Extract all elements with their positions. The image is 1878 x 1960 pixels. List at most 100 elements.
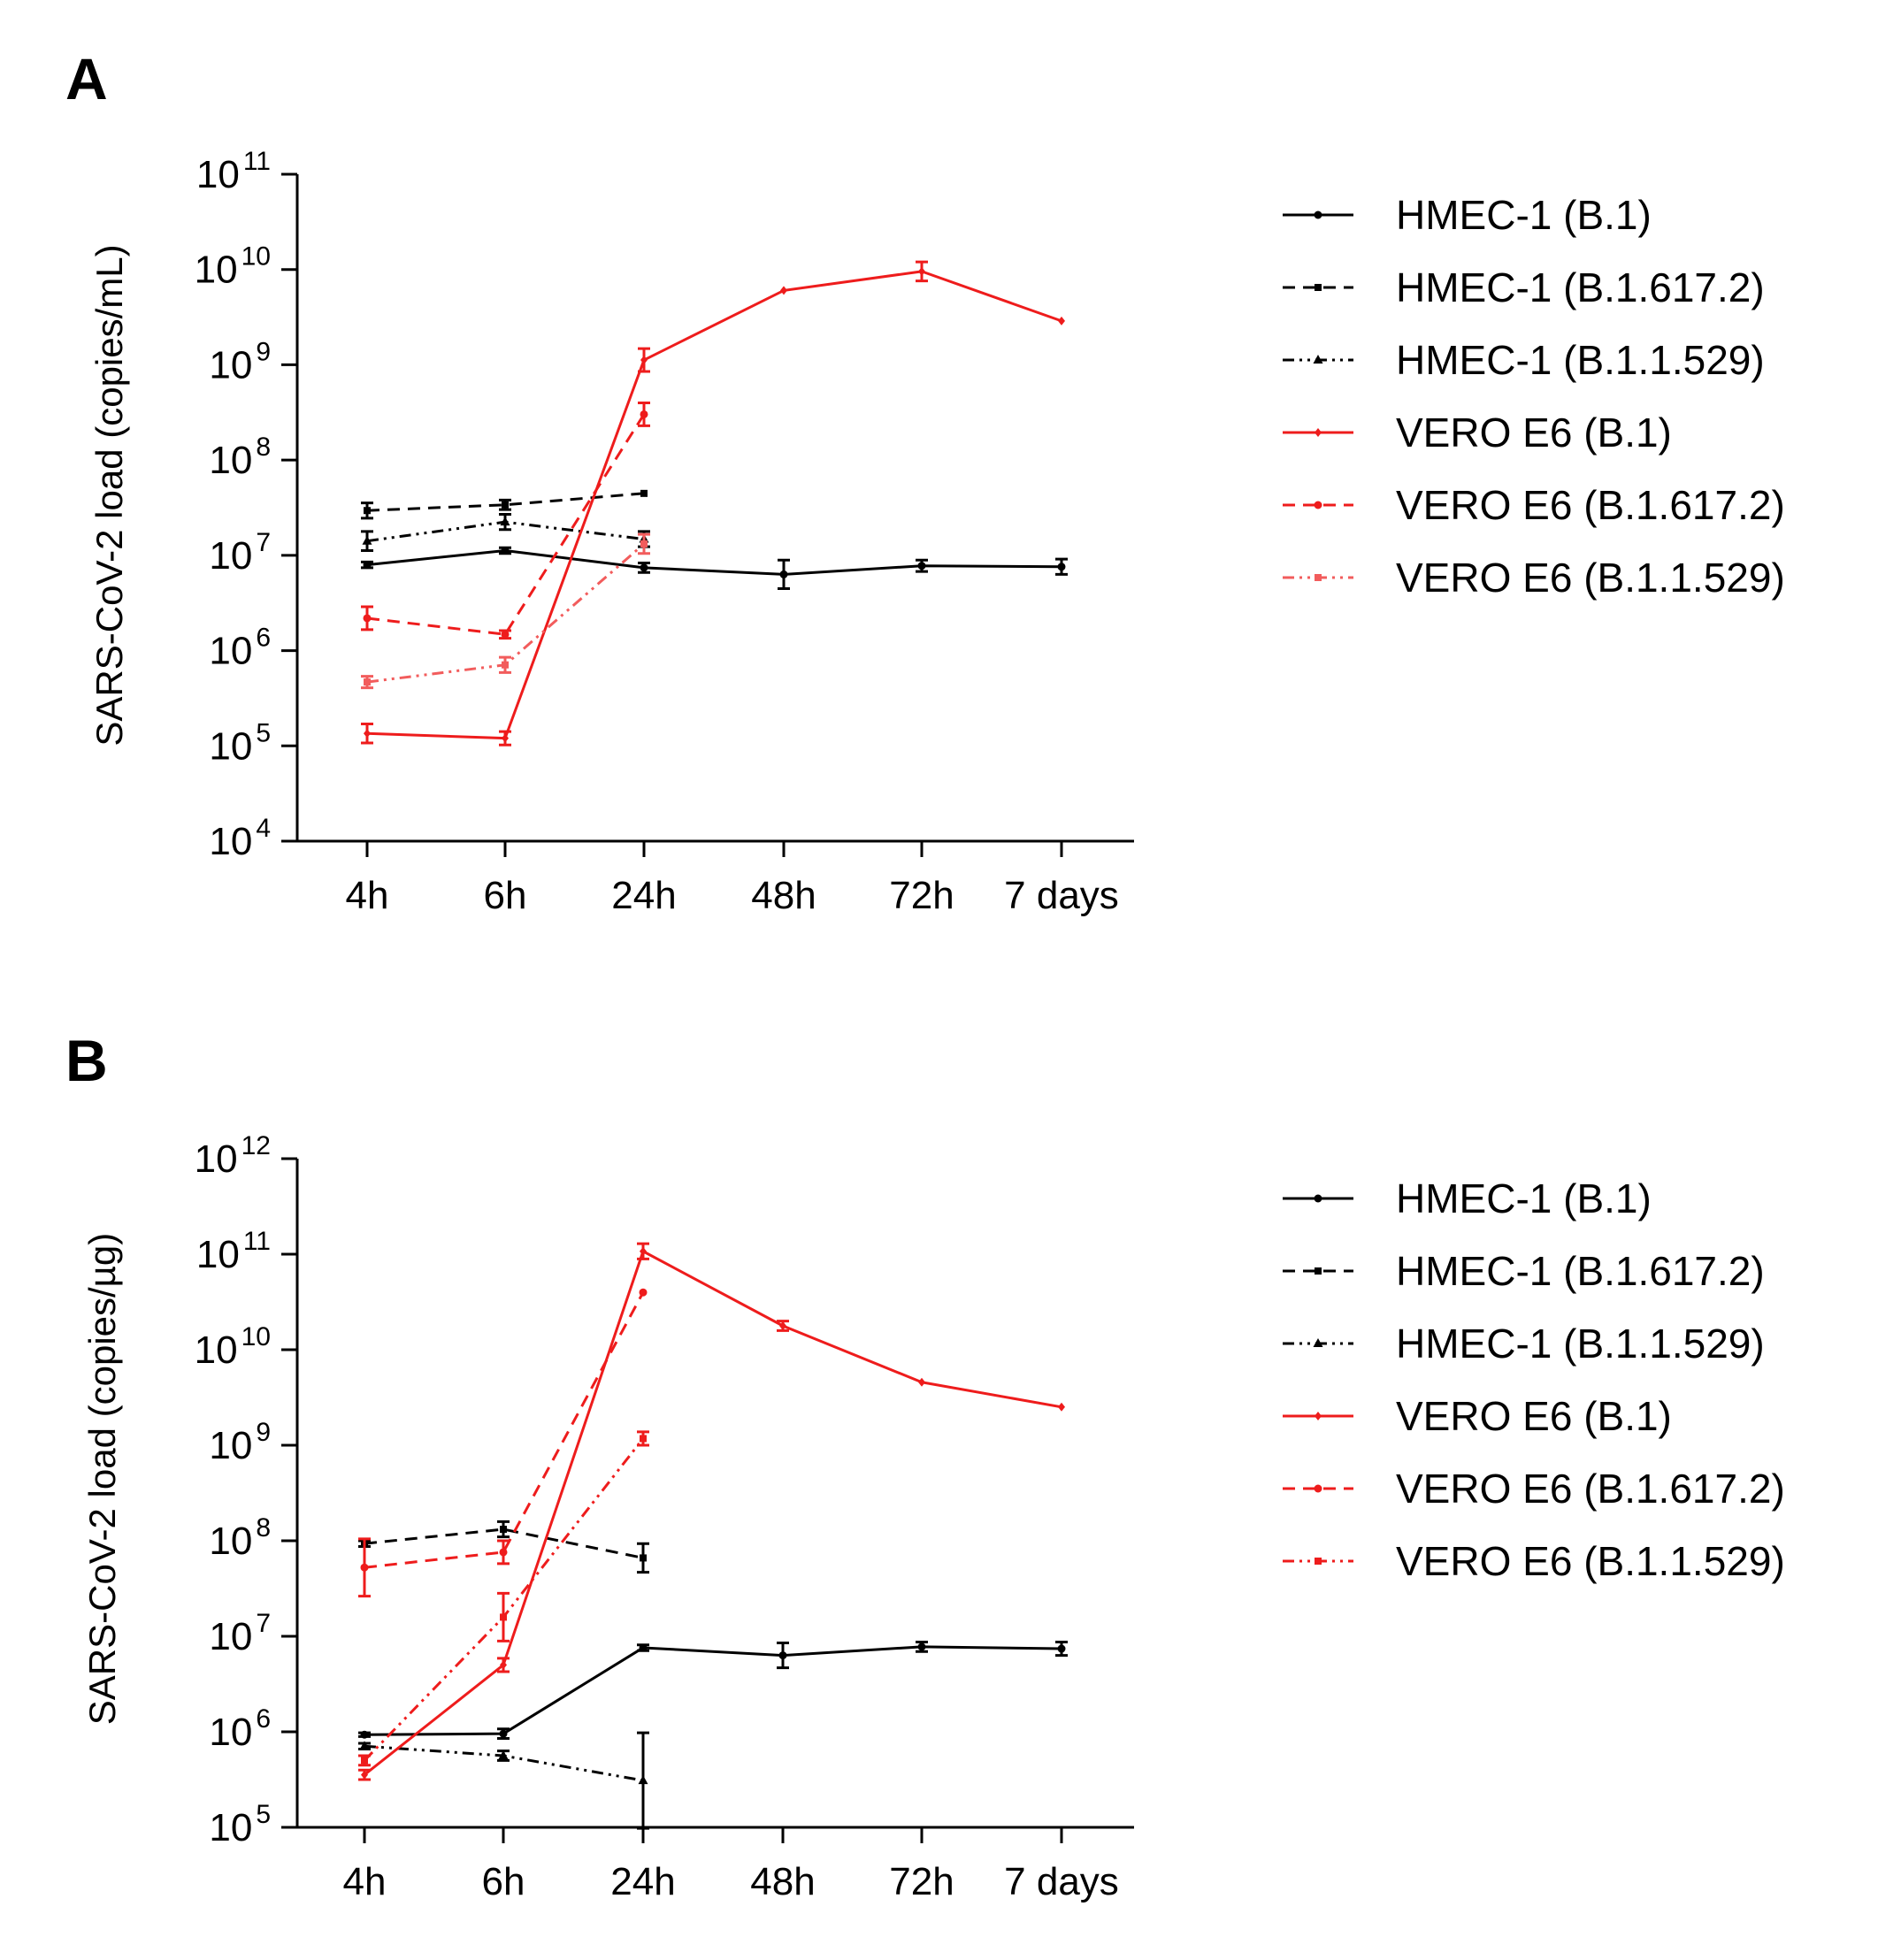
data-point bbox=[500, 1613, 507, 1621]
legend-marker bbox=[1315, 574, 1322, 581]
series-0 bbox=[361, 546, 1068, 591]
series-3 bbox=[358, 1242, 1065, 1781]
y-tick-label: 10 9 bbox=[209, 1418, 271, 1467]
legend-entry: HMEC-1 (B.1) bbox=[1283, 192, 1652, 238]
y-tick-exponent: 9 bbox=[256, 337, 271, 366]
data-point bbox=[640, 410, 648, 418]
legend-label: HMEC-1 (B.1.617.2) bbox=[1396, 1248, 1765, 1294]
y-tick-label: 10 5 bbox=[209, 718, 271, 768]
series-2 bbox=[361, 513, 650, 552]
data-point bbox=[364, 678, 371, 686]
panel-a-y-axis-title: SARS-CoV-2 load (copies/mL) bbox=[88, 244, 130, 746]
panel-b: B SARS-CoV-2 load (copies/µg) 10 510 610 71… bbox=[65, 1028, 1785, 1903]
legend-label: VERO E6 (B.1.1.529) bbox=[1396, 1538, 1785, 1584]
x-tick-label: 6h bbox=[482, 1860, 525, 1903]
y-tick-label: 10 6 bbox=[209, 624, 271, 673]
series-0 bbox=[358, 1640, 1068, 1741]
series-line bbox=[366, 548, 1062, 576]
y-tick-base: 10 bbox=[195, 1328, 238, 1372]
legend-entry: VERO E6 (B.1) bbox=[1283, 410, 1672, 456]
y-tick-base: 10 bbox=[209, 630, 252, 673]
legend-marker bbox=[1314, 211, 1322, 219]
data-point bbox=[500, 517, 510, 526]
y-tick-exponent: 12 bbox=[241, 1131, 271, 1160]
legend-label: VERO E6 (B.1.617.2) bbox=[1396, 482, 1785, 528]
y-tick-base: 10 bbox=[209, 1615, 252, 1658]
panel-b-y-axis-title: SARS-CoV-2 load (copies/µg) bbox=[81, 1233, 123, 1725]
legend-entry: HMEC-1 (B.1.1.529) bbox=[1283, 1321, 1765, 1367]
y-tick-base: 10 bbox=[209, 820, 252, 863]
series-line bbox=[364, 1250, 1062, 1776]
y-tick-label: 10 12 bbox=[195, 1131, 271, 1181]
y-tick-base: 10 bbox=[195, 1137, 238, 1181]
data-point bbox=[640, 356, 648, 365]
x-tick-label: 7 days bbox=[1004, 874, 1119, 917]
x-tick-label: 4h bbox=[346, 874, 389, 917]
x-tick-label: 72h bbox=[889, 1860, 954, 1903]
y-tick-label: 10 11 bbox=[196, 1227, 271, 1276]
series-1 bbox=[361, 489, 648, 520]
y-tick-exponent: 11 bbox=[243, 1227, 271, 1256]
data-point bbox=[638, 1775, 648, 1785]
series-5 bbox=[361, 532, 650, 690]
data-point bbox=[778, 1651, 787, 1660]
x-tick-label: 6h bbox=[484, 874, 527, 917]
data-point bbox=[640, 563, 648, 572]
x-tick-label: 24h bbox=[611, 874, 676, 917]
data-point bbox=[918, 1377, 925, 1387]
legend-label: HMEC-1 (B.1.1.529) bbox=[1396, 337, 1765, 383]
y-tick-exponent: 11 bbox=[243, 147, 271, 176]
y-tick-exponent: 6 bbox=[256, 1704, 271, 1734]
y-tick-base: 10 bbox=[196, 1233, 240, 1276]
x-tick-label: 48h bbox=[750, 1860, 815, 1903]
data-point bbox=[917, 562, 926, 570]
y-tick-base: 10 bbox=[195, 249, 238, 292]
data-point bbox=[363, 561, 372, 570]
x-tick-label: 48h bbox=[751, 874, 816, 917]
series-line bbox=[366, 413, 646, 636]
legend-marker bbox=[1315, 428, 1322, 437]
y-tick-exponent: 7 bbox=[256, 528, 271, 557]
y-tick-label: 10 9 bbox=[209, 337, 271, 387]
legend-entry: VERO E6 (B.1.617.2) bbox=[1283, 482, 1785, 528]
legend-entry: HMEC-1 (B.1) bbox=[1283, 1175, 1652, 1221]
data-point bbox=[359, 1741, 370, 1750]
data-point bbox=[500, 1660, 507, 1670]
y-tick-base: 10 bbox=[209, 1711, 252, 1754]
data-point bbox=[362, 535, 372, 545]
y-tick-label: 10 8 bbox=[209, 1513, 271, 1563]
data-point bbox=[640, 540, 648, 547]
y-tick-label: 10 10 bbox=[195, 1322, 271, 1372]
data-point bbox=[361, 1757, 368, 1765]
y-tick-base: 10 bbox=[209, 724, 252, 768]
series-4 bbox=[361, 402, 650, 640]
y-tick-base: 10 bbox=[209, 1806, 252, 1849]
series-2 bbox=[358, 1731, 649, 1830]
legend-label: VERO E6 (B.1.617.2) bbox=[1396, 1466, 1785, 1512]
x-tick-label: 7 days bbox=[1004, 1860, 1119, 1903]
legend-marker bbox=[1315, 284, 1322, 291]
legend-marker bbox=[1315, 1267, 1322, 1275]
data-point bbox=[499, 1548, 508, 1557]
y-tick-base: 10 bbox=[209, 1520, 252, 1563]
y-tick-base: 10 bbox=[196, 153, 240, 196]
y-tick-label: 10 7 bbox=[209, 528, 271, 578]
data-point bbox=[640, 1554, 647, 1562]
y-tick-exponent: 10 bbox=[241, 242, 271, 272]
panel-b-letter: B bbox=[65, 1028, 108, 1093]
data-point bbox=[640, 1246, 647, 1256]
legend-entry: VERO E6 (B.1.617.2) bbox=[1283, 1466, 1785, 1512]
y-tick-exponent: 9 bbox=[256, 1418, 271, 1447]
data-point bbox=[779, 570, 788, 578]
data-point bbox=[1058, 316, 1065, 325]
data-point bbox=[364, 729, 371, 739]
legend-label: VERO E6 (B.1.1.529) bbox=[1396, 555, 1785, 601]
series-5 bbox=[358, 1430, 649, 1767]
data-point bbox=[918, 266, 925, 276]
legend-entry: VERO E6 (B.1.1.529) bbox=[1283, 1538, 1785, 1584]
series-line bbox=[364, 1291, 645, 1569]
y-tick-label: 10 10 bbox=[195, 242, 271, 292]
y-tick-exponent: 8 bbox=[256, 433, 271, 462]
